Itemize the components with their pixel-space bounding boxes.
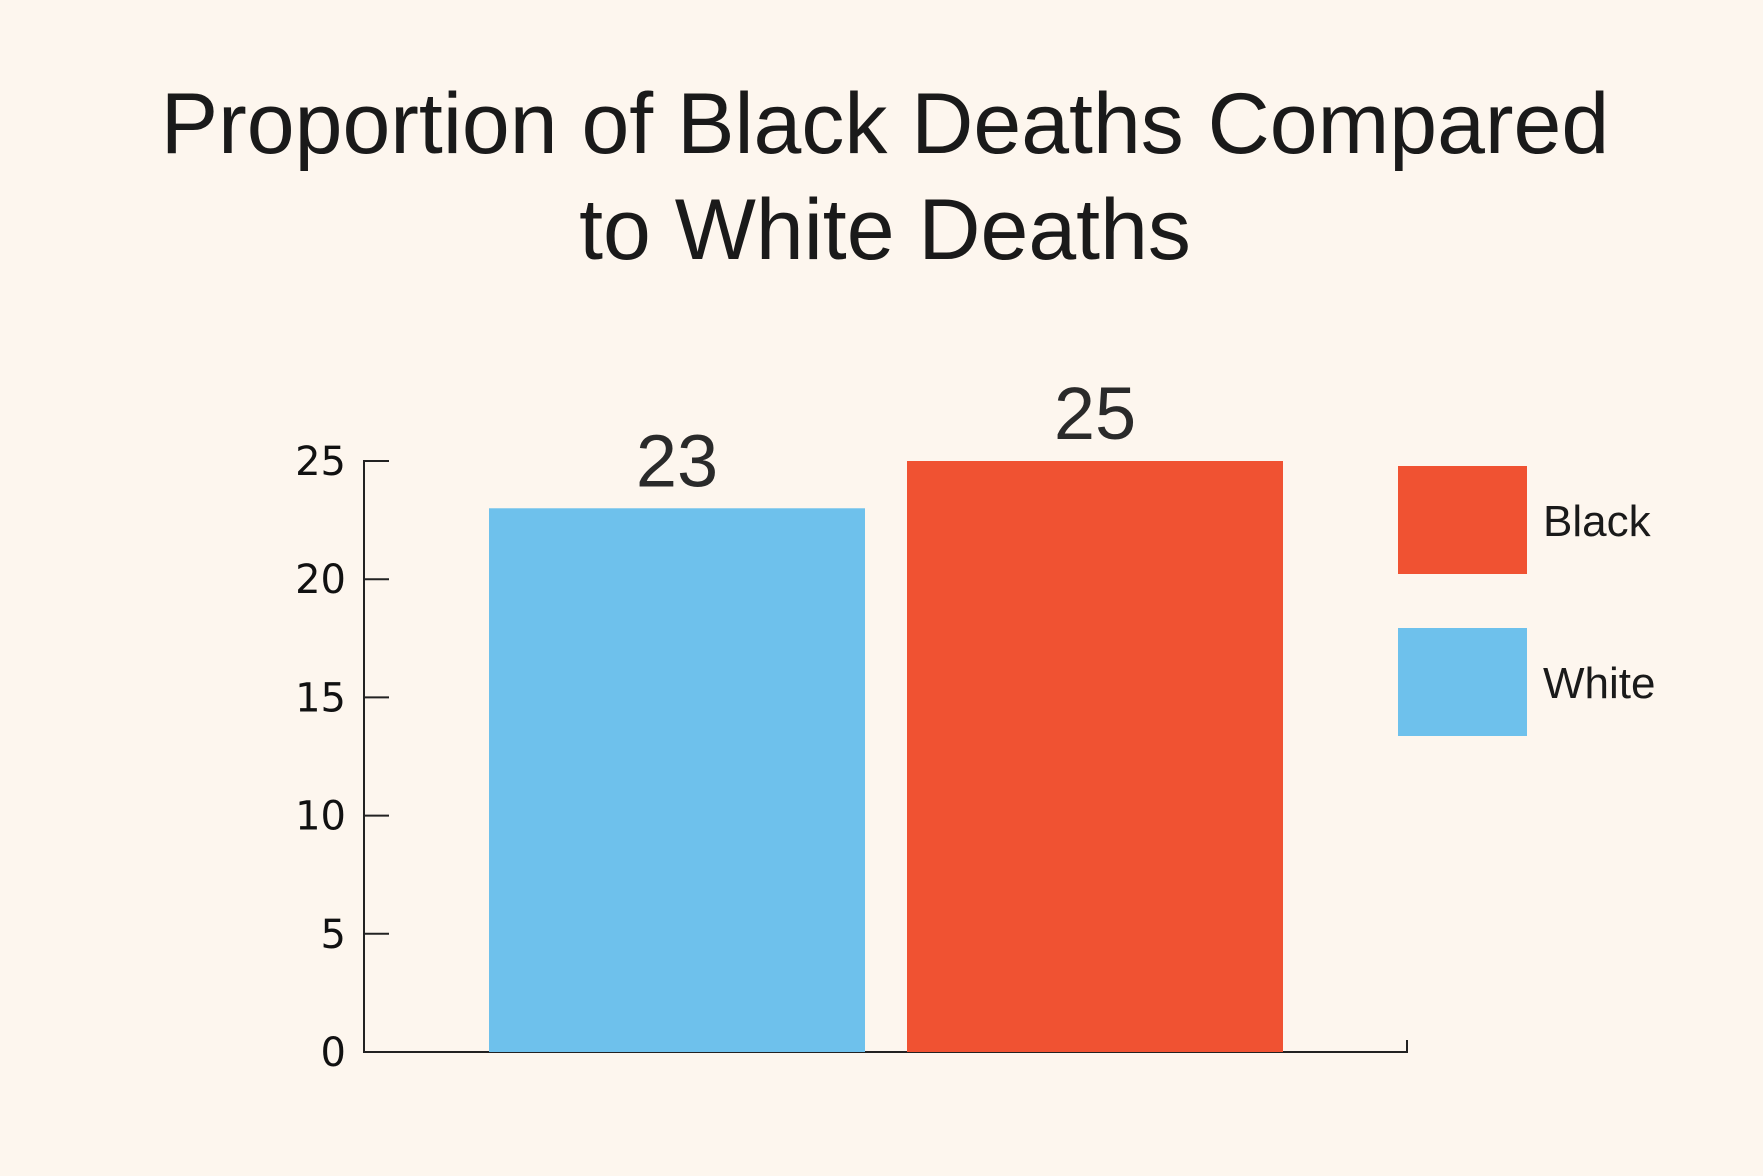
legend: Black White [1398, 466, 1655, 736]
legend-swatch-black [1398, 466, 1527, 574]
legend-swatch-white [1398, 628, 1527, 736]
y-tick-label: 20 [295, 557, 346, 603]
y-axis: 0 5 10 15 20 25 [295, 439, 389, 1076]
chart-title-line-2: to White Deaths [579, 182, 1191, 278]
legend-label-white: White [1543, 659, 1655, 708]
bars [489, 461, 1283, 1052]
legend-label-black: Black [1543, 497, 1652, 546]
y-tick-label: 15 [295, 675, 346, 721]
bar-black [907, 461, 1283, 1052]
y-tick-label: 10 [295, 794, 346, 840]
chart-title: Proportion of Black Deaths Compared to W… [161, 76, 1609, 278]
data-label-white: 23 [636, 419, 718, 502]
y-tick-label: 0 [321, 1030, 346, 1076]
chart-title-line-1: Proportion of Black Deaths Compared [161, 76, 1609, 172]
y-ticks: 0 5 10 15 20 25 [295, 439, 389, 1076]
y-tick-label: 5 [321, 912, 346, 958]
y-tick-label: 25 [295, 439, 346, 485]
data-label-black: 25 [1054, 372, 1136, 455]
bar-white [489, 508, 865, 1052]
data-labels: 23 25 [636, 372, 1136, 502]
